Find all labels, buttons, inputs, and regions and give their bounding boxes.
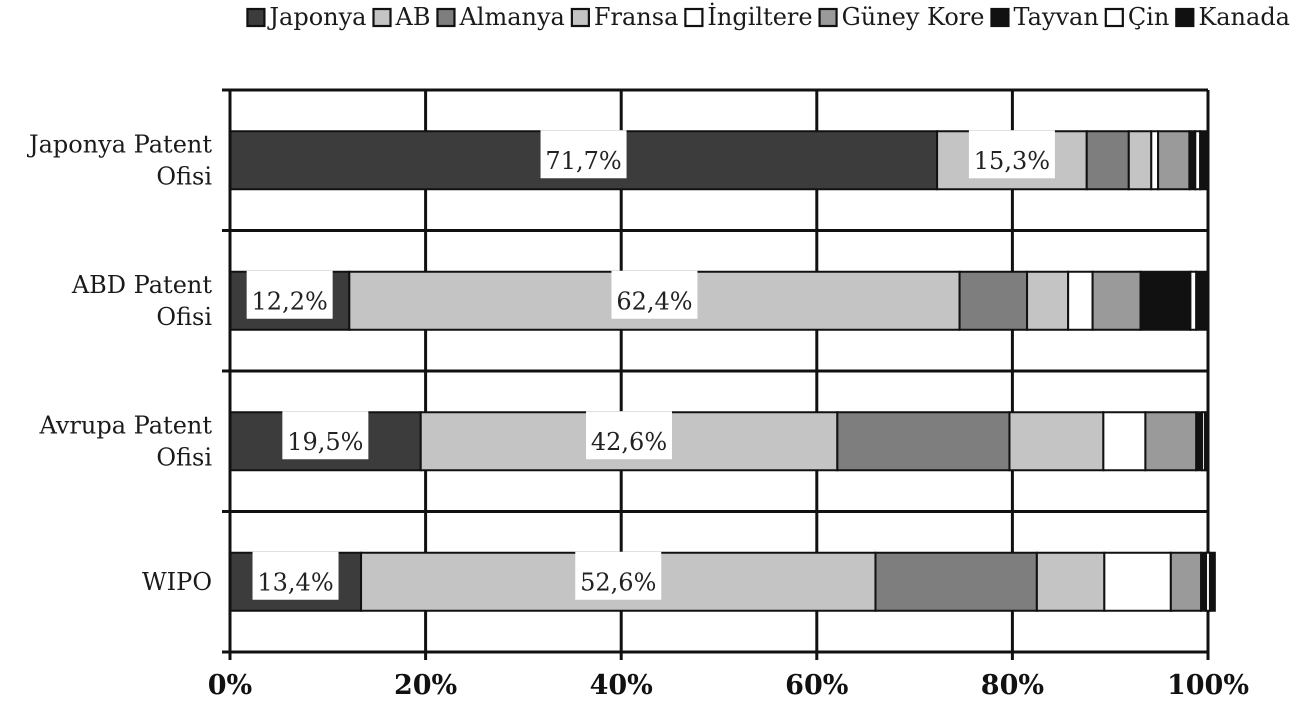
data-label: 42,6% <box>591 428 667 456</box>
bar-segment <box>1208 551 1216 612</box>
x-tick-label: 40% <box>590 670 653 701</box>
bar-segment <box>1199 130 1210 191</box>
category-labels: Japonya Patent Ofisi ABD Patent Ofisi Avrupa… <box>26 130 212 596</box>
axes <box>222 88 1210 660</box>
bar-segment <box>1127 130 1153 191</box>
legend-item: İngiltere <box>684 2 813 31</box>
legend-swatch <box>1175 7 1195 28</box>
legend-swatch <box>684 7 704 28</box>
legend-item: Almanya <box>436 3 565 31</box>
legend-item: Japonya <box>246 3 367 31</box>
bar-segment <box>1035 551 1106 612</box>
x-tick-label: 80% <box>981 670 1044 701</box>
bar-segment <box>1026 270 1070 331</box>
legend-swatch <box>990 7 1010 28</box>
data-label-box <box>611 270 698 319</box>
data-label: 15,3% <box>974 147 1050 175</box>
x-tick-labels: 0% 20% 40% 60% 80% 100% <box>208 670 1249 701</box>
legend-item: Fransa <box>570 3 679 31</box>
legend-item: Tayvan <box>990 3 1099 31</box>
legend-label: Güney Kore <box>842 3 985 31</box>
bar-segment <box>1091 270 1142 331</box>
data-label-box <box>282 411 369 460</box>
x-tick-label: 100% <box>1167 670 1249 701</box>
bar-segment <box>1157 130 1191 191</box>
bar-segment <box>1103 551 1172 612</box>
legend-item: Kanada <box>1175 3 1290 31</box>
legend-label: AB <box>395 3 431 31</box>
x-tick-label: 0% <box>208 670 252 701</box>
legend-label: Çin <box>1128 3 1170 31</box>
bar-segment <box>874 551 1038 612</box>
data-label: 71,7% <box>545 147 621 175</box>
bar-segment <box>1008 411 1105 472</box>
category-label: WIPO <box>142 568 212 596</box>
legend-swatch <box>1104 7 1124 28</box>
legend: Japonya AB Almanya Fransa İngiltere Güney Kor… <box>246 2 1290 31</box>
data-label-box <box>540 130 627 179</box>
bar-segment <box>1067 270 1094 331</box>
legend-item: Güney Kore <box>818 3 985 31</box>
data-label: 13,4% <box>257 568 333 596</box>
bar-segment <box>1139 270 1192 331</box>
bar-segment <box>1195 270 1210 331</box>
data-label-box <box>968 130 1055 179</box>
bar-segment <box>1102 411 1147 472</box>
data-label-box <box>575 551 662 600</box>
x-tick-label: 60% <box>785 670 848 701</box>
bar-segment <box>1169 551 1203 612</box>
legend-swatch <box>246 7 266 28</box>
legend-label: Fransa <box>594 3 679 31</box>
data-label: 12,2% <box>252 287 328 315</box>
bar-segment <box>958 270 1029 331</box>
bar-segment <box>1150 130 1160 191</box>
legend-swatch <box>372 7 392 28</box>
category-label: ABD Patent Ofisi <box>71 271 213 331</box>
data-labels: 71,7% 15,3% 12,2% 62,4% 19,5% 42,6% 13,4% 52,6% <box>246 130 1055 600</box>
legend-label: Kanada <box>1198 3 1290 31</box>
category-label: Avrupa Patent Ofisi <box>39 411 213 471</box>
legend-label: Japonya <box>266 3 366 31</box>
data-label-box <box>252 551 339 600</box>
legend-label: Tayvan <box>1013 3 1098 31</box>
bar-segment <box>836 411 1011 472</box>
legend-swatch <box>570 7 590 28</box>
data-label: 52,6% <box>580 568 656 596</box>
legend-label: İngiltere <box>707 2 812 31</box>
x-tick-label: 20% <box>394 670 457 701</box>
legend-item: AB <box>372 3 431 31</box>
bar-segment <box>1144 411 1198 472</box>
legend-label: Almanya <box>458 3 564 31</box>
data-label: 19,5% <box>287 428 363 456</box>
legend-item: Çin <box>1104 3 1170 31</box>
bar-segment <box>1085 130 1130 191</box>
data-label-box <box>586 411 673 460</box>
data-label: 62,4% <box>616 287 692 315</box>
data-label-box <box>246 270 333 319</box>
category-label: Japonya Patent Ofisi <box>26 130 212 190</box>
bar-segment <box>1204 411 1210 472</box>
legend-swatch <box>818 7 838 28</box>
legend-swatch <box>436 7 456 28</box>
